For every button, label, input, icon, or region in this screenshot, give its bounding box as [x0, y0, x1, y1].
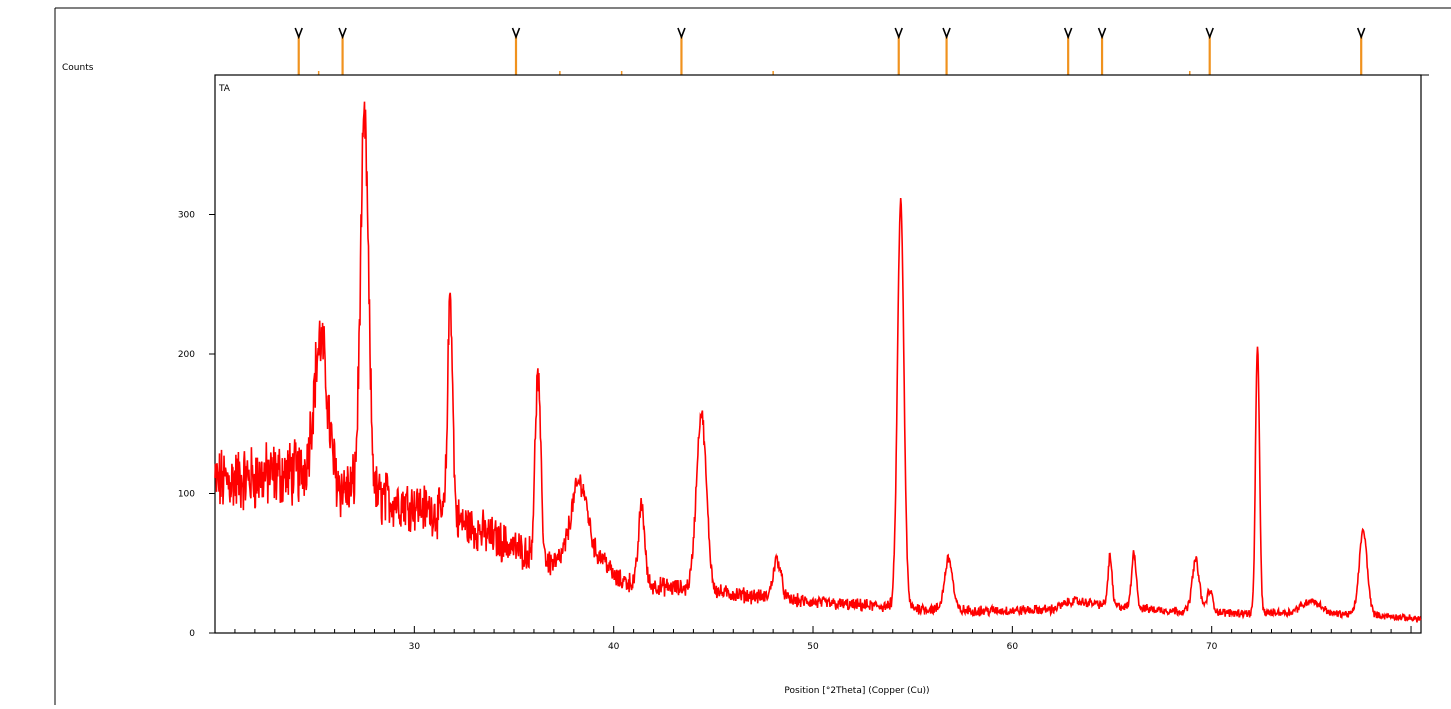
reference-peak-marker-0 [294, 27, 303, 40]
diffraction-series [214, 101, 1422, 623]
reference-peak-marker-8 [1205, 27, 1214, 40]
y-tick-label-200: 200 [178, 350, 195, 360]
reference-peak-marker-3 [677, 27, 686, 40]
reference-peak-marker-9 [1356, 27, 1366, 40]
x-tick-label-50: 50 [807, 642, 819, 652]
reference-pattern [215, 27, 1429, 76]
reference-peak-marker-7 [1097, 27, 1107, 40]
sample-label: TA [218, 84, 231, 94]
y-tick-label-300: 300 [178, 211, 195, 221]
plot-area [214, 74, 1422, 634]
x-tick-label-70: 70 [1206, 642, 1218, 652]
x-tick-label-60: 60 [1007, 642, 1019, 652]
series-line [214, 101, 1422, 623]
x-tick-label-30: 30 [409, 642, 421, 652]
reference-peak-marker-1 [338, 27, 347, 40]
y-tick-label-100: 100 [178, 490, 195, 500]
reference-peak-marker-2 [511, 27, 521, 40]
y-axis-label: Counts [62, 63, 94, 73]
y-tick-label-0: 0 [189, 629, 195, 639]
axes: 30 40 50 60 70 0 100 200 300 [178, 211, 1412, 652]
x-tick-label-40: 40 [608, 642, 620, 652]
reference-peak-marker-4 [894, 27, 903, 40]
x-axis-label: Position [°2Theta] (Copper (Cu)) [784, 686, 929, 696]
reference-peak-marker-5 [942, 27, 951, 40]
reference-peak-marker-6 [1063, 27, 1073, 40]
